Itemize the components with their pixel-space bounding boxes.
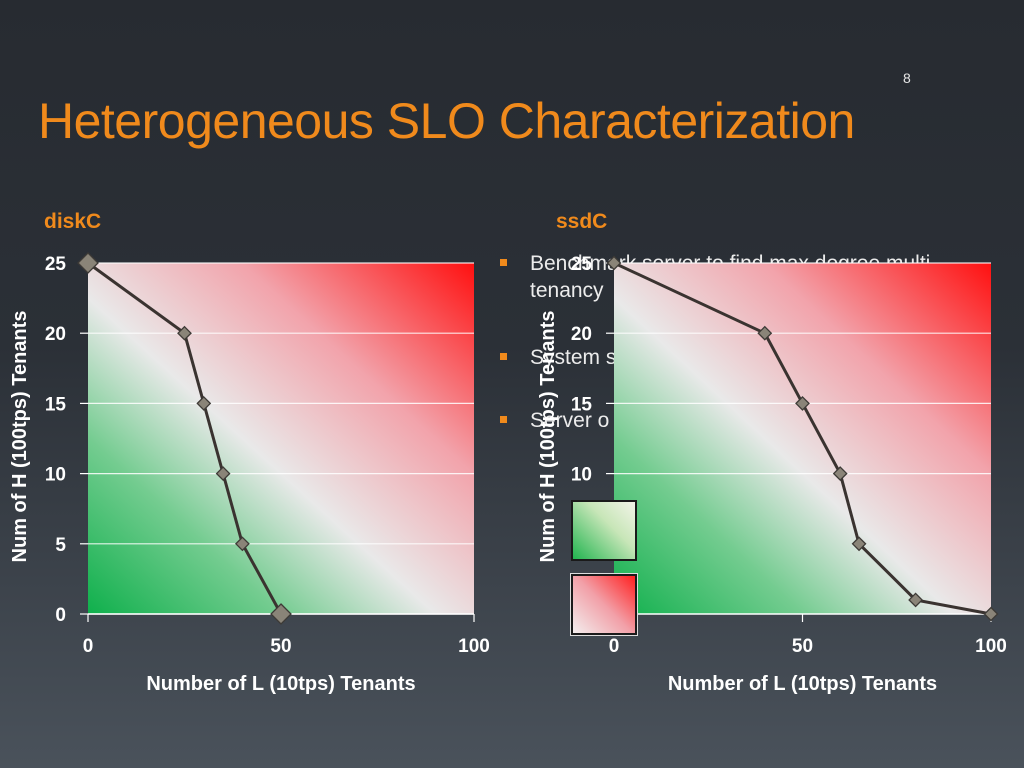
ssdc-y-tick-label: 25 <box>571 254 593 275</box>
bullet-marker-icon <box>500 259 507 266</box>
ssdc-data-point <box>795 395 810 411</box>
ssdc-x-axis-title: Number of L (10tps) Tenants <box>668 673 937 695</box>
ssdc-data-point <box>606 255 622 271</box>
diskc-data-point <box>270 603 292 625</box>
diskc-y-tick-label: 25 <box>45 254 67 275</box>
page-number: 8 <box>903 70 911 86</box>
diskc-data-point <box>234 536 250 552</box>
ssdc-data-point <box>908 592 924 608</box>
ssdc-x-tick-label: 0 <box>609 636 620 657</box>
chart-title-diskc: diskC <box>44 210 102 233</box>
diskc-y-tick-label: 10 <box>45 465 66 486</box>
diskc-y-tick-label: 15 <box>45 394 67 415</box>
ssdc-y-tick-label: 20 <box>571 324 592 345</box>
bullet-item: Server o <box>498 407 978 434</box>
ssdc-data-point <box>832 466 848 482</box>
diskc-data-point <box>215 466 231 482</box>
diskc-y-tick-label: 0 <box>55 605 66 626</box>
diskc-y-tick-label: 20 <box>45 324 66 345</box>
ssdc-y-tick-label: 10 <box>571 465 592 486</box>
ssdc-data-point <box>851 536 867 552</box>
diskc-x-tick-label: 0 <box>83 636 94 657</box>
chart-title-ssdc: ssdC <box>556 210 608 233</box>
ssdc-x-tick-label: 100 <box>975 636 1007 657</box>
ssdc-x-tick-label: 50 <box>792 636 813 657</box>
diskc-y-tick-label: 5 <box>55 535 66 556</box>
bullet-marker-icon <box>500 353 507 360</box>
legend-infeasible-swatch <box>570 573 638 636</box>
ssdc-y-tick-label: 15 <box>571 394 593 415</box>
legend-feasible-swatch <box>571 500 637 561</box>
ssdc-y-axis-title: Num of H (100tps) Tenants <box>537 311 559 563</box>
diskc-series-line <box>87 261 283 615</box>
diskc-data-point <box>196 395 212 411</box>
diskc-data-point <box>77 252 99 274</box>
diskc-x-tick-label: 100 <box>458 636 490 657</box>
diskc-y-axis-title: Num of H (100tps) Tenants <box>9 311 31 563</box>
diskc-x-axis-title: Number of L (10tps) Tenants <box>146 673 415 695</box>
bullet-text: Server o <box>530 409 610 432</box>
diskc-plot-area <box>88 263 474 614</box>
diskc-x-tick-label: 50 <box>270 636 291 657</box>
slide-title: Heterogeneous SLO Characterization <box>38 93 855 149</box>
diskc-data-point <box>177 325 192 341</box>
ssdc-plot-area <box>614 263 991 614</box>
ssdc-data-point <box>983 606 999 622</box>
bullet-marker-icon <box>500 416 507 423</box>
ssdc-data-point <box>757 325 773 341</box>
